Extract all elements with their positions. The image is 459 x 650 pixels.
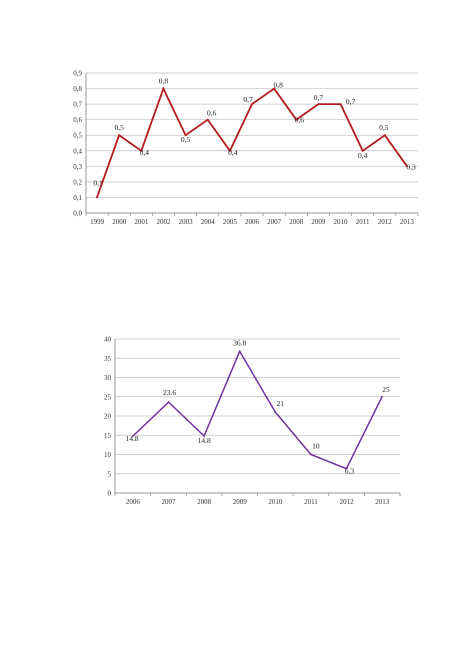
data-point bbox=[274, 411, 277, 414]
y-tick-label: 0 bbox=[108, 490, 112, 498]
data-label: 0,8 bbox=[273, 81, 283, 90]
x-tick-label: 2003 bbox=[179, 218, 194, 226]
x-tick-label: 2004 bbox=[201, 218, 216, 226]
y-tick-label: 0,9 bbox=[73, 70, 82, 78]
data-point bbox=[132, 435, 134, 437]
y-tick-label: 0,4 bbox=[73, 147, 82, 155]
data-label: 0,7 bbox=[314, 93, 324, 102]
x-tick-label: 2009 bbox=[233, 498, 248, 506]
y-tick-label: 0,6 bbox=[73, 116, 82, 124]
data-point bbox=[140, 149, 143, 152]
y-tick-label: 0,8 bbox=[73, 85, 82, 93]
data-label: 0,6 bbox=[207, 109, 217, 118]
y-tick-label: 30 bbox=[104, 374, 112, 382]
data-label: 14.8 bbox=[125, 434, 138, 443]
y-tick-label: 15 bbox=[104, 432, 112, 440]
x-tick-label: 2007 bbox=[161, 498, 176, 506]
data-label: 6.3 bbox=[345, 467, 355, 476]
data-label: 0,4 bbox=[140, 148, 150, 157]
data-point bbox=[273, 87, 276, 90]
data-point bbox=[339, 103, 342, 106]
data-label: 36.8 bbox=[233, 338, 246, 347]
data-point bbox=[238, 350, 241, 353]
y-tick-label: 0,2 bbox=[73, 178, 82, 186]
x-tick-label: 2010 bbox=[268, 498, 283, 506]
x-tick-label: 2008 bbox=[289, 218, 304, 226]
data-point bbox=[162, 87, 165, 90]
x-tick-label: 2006 bbox=[126, 498, 141, 506]
x-tick-label: 2011 bbox=[356, 218, 370, 226]
data-point bbox=[203, 435, 206, 437]
data-point bbox=[406, 165, 408, 168]
data-label: 14.8 bbox=[198, 436, 211, 445]
x-tick-label: 2000 bbox=[112, 218, 127, 226]
y-tick-label: 0,5 bbox=[73, 132, 82, 140]
data-point bbox=[251, 103, 253, 106]
data-label: 0,7 bbox=[243, 95, 253, 104]
data-point bbox=[295, 118, 298, 121]
x-tick-label: 2002 bbox=[156, 218, 171, 226]
data-label: 0,4 bbox=[228, 148, 238, 157]
data-point bbox=[309, 453, 312, 456]
y-tick-label: 0,0 bbox=[73, 210, 82, 218]
y-tick-label: 20 bbox=[104, 413, 112, 421]
y-tick-label: 10 bbox=[104, 451, 112, 459]
x-tick-label: 2007 bbox=[267, 218, 282, 226]
data-label: 25 bbox=[382, 385, 390, 394]
y-tick-label: 40 bbox=[104, 336, 112, 344]
x-tick-label: 2001 bbox=[134, 218, 149, 226]
data-point bbox=[383, 134, 386, 137]
x-tick-label: 2013 bbox=[400, 218, 415, 226]
series-line bbox=[132, 349, 383, 470]
data-point bbox=[361, 149, 364, 152]
x-tick-label: 2010 bbox=[334, 218, 349, 226]
y-tick-label: 35 bbox=[104, 355, 112, 363]
data-label: 0,5 bbox=[181, 135, 191, 144]
data-point bbox=[167, 401, 170, 404]
x-tick-label: 2008 bbox=[197, 498, 212, 506]
data-label: 0,1 bbox=[93, 178, 103, 187]
data-point bbox=[381, 395, 383, 398]
data-label: 0,4 bbox=[358, 151, 368, 160]
x-tick-label: 2013 bbox=[375, 498, 390, 506]
x-tick-label: 2012 bbox=[340, 498, 355, 506]
data-point bbox=[228, 149, 231, 152]
y-tick-label: 0,1 bbox=[73, 194, 82, 202]
data-label: 0,5 bbox=[379, 123, 389, 132]
x-tick-label: 2005 bbox=[223, 218, 238, 226]
data-point bbox=[345, 467, 348, 470]
y-tick-label: 0,7 bbox=[73, 101, 82, 109]
y-tick-label: 5 bbox=[108, 470, 112, 478]
data-label: 0,6 bbox=[295, 116, 305, 125]
x-tick-label: 2011 bbox=[304, 498, 318, 506]
data-label: 21 bbox=[277, 399, 285, 408]
data-label: 0,7 bbox=[346, 97, 356, 106]
x-tick-label: 2009 bbox=[311, 218, 326, 226]
data-point bbox=[96, 196, 98, 199]
data-label: 0,5 bbox=[114, 123, 124, 132]
data-label: 23.6 bbox=[163, 388, 176, 397]
y-tick-label: 0,3 bbox=[73, 163, 82, 171]
data-label: 10 bbox=[312, 442, 320, 451]
data-label: 0,8 bbox=[159, 77, 169, 86]
x-tick-label: 2012 bbox=[378, 218, 393, 226]
data-point bbox=[184, 134, 187, 137]
data-point bbox=[118, 134, 121, 137]
data-label: 0,3 bbox=[406, 162, 416, 171]
x-tick-label: 2006 bbox=[245, 218, 260, 226]
x-tick-label: 1999 bbox=[90, 218, 105, 226]
data-point bbox=[317, 103, 320, 106]
data-point bbox=[206, 118, 209, 121]
y-tick-label: 25 bbox=[104, 393, 112, 401]
